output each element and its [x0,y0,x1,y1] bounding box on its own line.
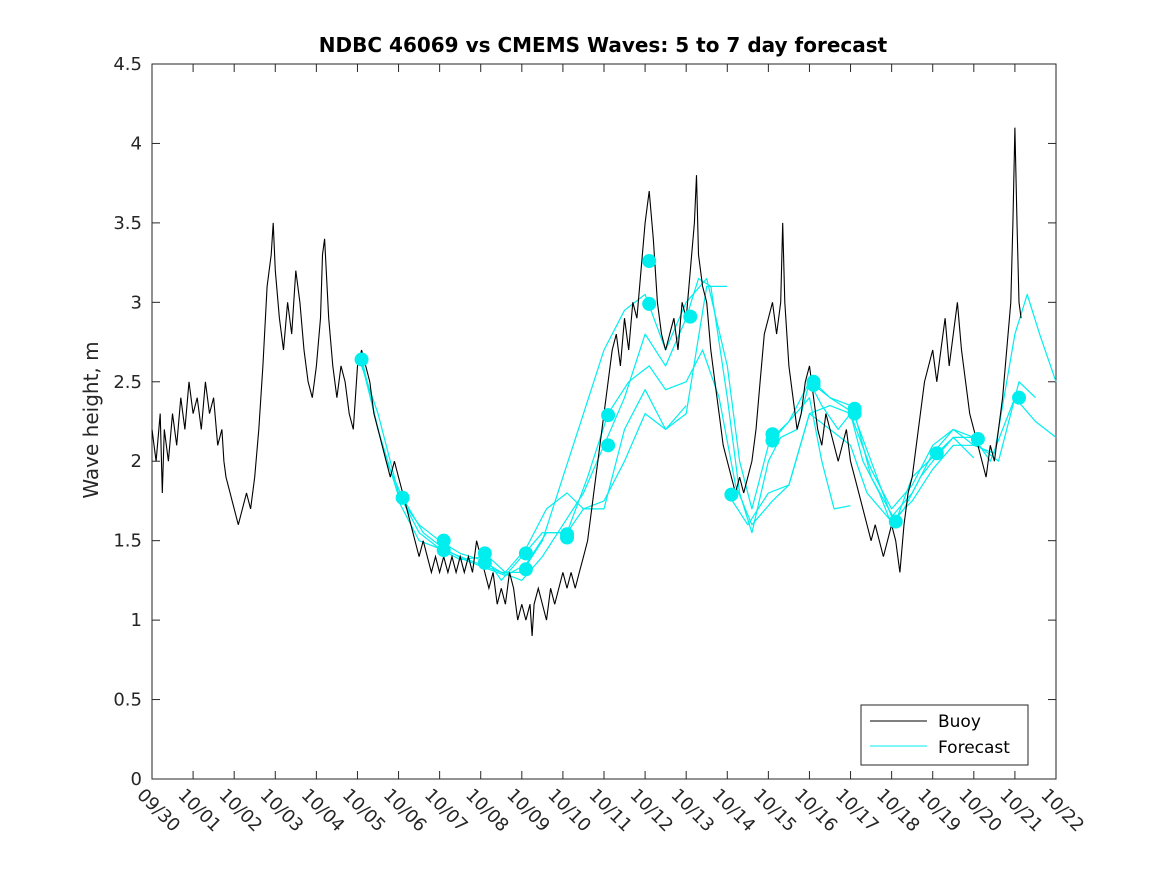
y-tick-label: 1.5 [113,531,142,552]
forecast-marker [888,514,903,529]
forecast-series-line [361,349,1036,577]
forecast-marker [806,377,821,392]
series-layer [151,127,1057,637]
forecast-marker [354,352,369,367]
forecast-marker [929,446,944,461]
y-axis-label: Wave height, m [79,341,103,498]
forecast-marker [518,562,533,577]
forecast-marker [436,543,451,558]
legend-box [860,704,1029,766]
forecast-marker [847,406,862,421]
y-tick-label: 2.5 [113,372,142,393]
forecast-marker [477,555,492,570]
plot-area [151,63,1057,780]
forecast-marker [395,490,410,505]
y-tick-label: 3.5 [113,213,142,234]
buoy-series-line [151,127,1022,637]
y-tick-label: 2 [131,451,142,472]
y-tick-label: 3 [131,292,142,313]
chart-title: NDBC 46069 vs CMEMS Waves: 5 to 7 day fo… [319,33,888,57]
forecast-marker [642,296,657,311]
y-tick-label: 1 [131,610,142,631]
y-tick-label: 4 [131,133,142,154]
forecast-marker [560,530,575,545]
axes-box [151,63,1057,780]
legend-forecast-label: Forecast [938,738,1010,758]
forecast-marker [518,546,533,561]
legend-buoy-label: Buoy [938,712,981,732]
y-axis: 0 0.5 1 1.5 2 2.5 3 3.5 4 4.5 [113,54,1056,790]
forecast-marker [765,433,780,448]
forecast-marker [601,438,616,453]
forecast-marker [970,431,985,446]
y-tick-label: 4.5 [113,54,142,75]
forecast-marker [724,487,739,502]
forecast-marker [642,254,657,269]
y-tick-label: 0 [131,769,142,790]
forecast-marker [601,408,616,423]
forecast-marker [1012,390,1027,405]
y-tick-label: 0.5 [113,690,142,711]
forecast-series-line [772,397,851,510]
forecast-marker [683,309,698,324]
legend: Buoy Forecast [860,704,1029,766]
